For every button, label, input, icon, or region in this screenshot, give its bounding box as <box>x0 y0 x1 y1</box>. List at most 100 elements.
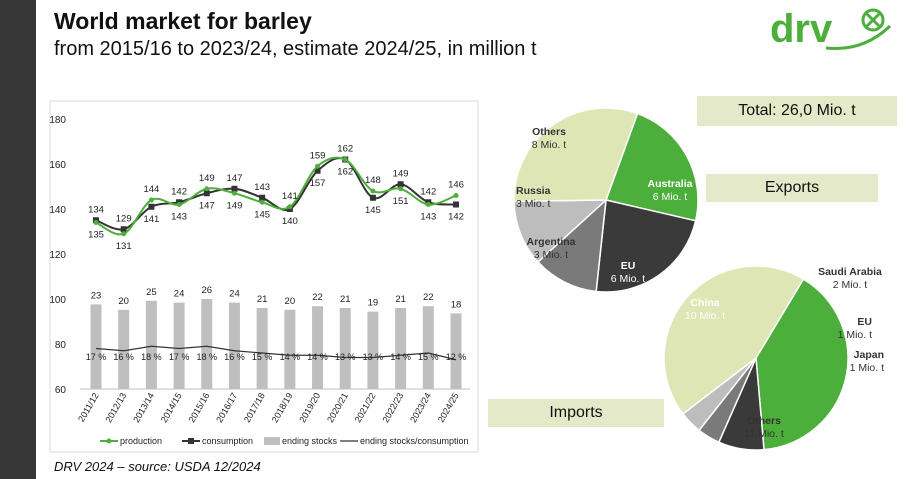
consumption-point <box>369 194 376 201</box>
production-point <box>342 157 348 162</box>
y-tick-label: 60 <box>55 385 67 396</box>
stock-bar <box>450 313 462 389</box>
stock-value-label: 20 <box>285 296 296 307</box>
exports-slice-value: 8 Mio. t <box>532 139 567 151</box>
imports-slice-name: EU <box>857 316 872 328</box>
ratio-line <box>95 345 457 361</box>
legend-marker-production <box>106 438 112 444</box>
ratio-value-label: 15 % <box>252 352 273 362</box>
lower-value-label: 142 <box>448 212 464 223</box>
legend-item: production <box>100 436 162 446</box>
exports-slice-eu <box>595 199 697 293</box>
exports-slice-name: Australia <box>648 178 693 190</box>
logo-text: drv <box>770 7 833 51</box>
exports-slice-value: 3 Mio. t <box>516 198 551 210</box>
lower-value-label: 149 <box>227 200 243 211</box>
ratio-value-label: 16 % <box>113 352 134 362</box>
production-point <box>231 190 237 196</box>
production-point <box>93 220 99 225</box>
ratio-value-label: 17 % <box>169 352 190 362</box>
lower-value-label: 157 <box>310 178 326 189</box>
y-tick-label: 180 <box>49 115 66 126</box>
stock-value-label: 22 <box>312 292 323 303</box>
y-tick-label: 140 <box>49 205 66 216</box>
stock-value-label: 21 <box>395 294 406 305</box>
upper-value-label: 134 <box>88 204 104 215</box>
upper-value-label: 148 <box>365 175 381 186</box>
imports-slice-china <box>755 278 849 451</box>
legend-label: ending stocks <box>282 436 338 446</box>
legend-swatch-stocks <box>264 437 280 445</box>
lower-value-label: 145 <box>365 205 381 216</box>
production-point <box>425 202 431 207</box>
legend-item: ending stocks/consumption <box>340 436 469 446</box>
imports-slice-name: Saudi Arabia <box>818 266 882 278</box>
legend-label: ending stocks/consumption <box>360 436 469 446</box>
lower-value-label: 140 <box>282 216 298 227</box>
stock-value-label: 25 <box>146 287 157 298</box>
consumption-point <box>453 201 459 208</box>
lower-value-label: 143 <box>171 212 187 223</box>
stock-bar <box>228 302 240 389</box>
consumption-point <box>148 203 155 210</box>
exports-slice-name: Russia <box>516 185 551 197</box>
lower-value-label: 143 <box>420 212 436 223</box>
production-point <box>453 193 459 198</box>
ratio-value-label: 16 % <box>224 352 245 362</box>
imports-title: Imports <box>488 399 664 427</box>
lower-value-label: 135 <box>88 230 104 241</box>
upper-value-label: 159 <box>310 150 326 161</box>
exports-slice-name: Argentina <box>526 236 575 248</box>
consumption-point <box>314 167 321 174</box>
legend-marker-consumption <box>188 438 194 444</box>
ratio-value-label: 18 % <box>141 352 162 362</box>
exports-slice-australia <box>605 112 699 222</box>
imports-slice-value: 2 Mio. t <box>833 279 868 291</box>
upper-value-label: 144 <box>143 184 159 195</box>
lower-value-label: 151 <box>393 196 409 207</box>
page-title: World market for barley <box>54 8 312 34</box>
upper-value-label: 146 <box>448 180 464 191</box>
ratio-value-label: 17 % <box>86 352 107 362</box>
imports-slice-label: EU1 Mio. t <box>838 316 873 341</box>
stock-value-label: 21 <box>340 294 351 305</box>
imports-slice-name: China <box>690 297 719 309</box>
lower-value-label: 162 <box>337 167 353 178</box>
ratio-value-label: 15 % <box>418 352 439 362</box>
imports-slice-value: 10 Mio. t <box>685 310 725 322</box>
exports-total-label: Total: 26,0 Mio. t <box>697 96 897 126</box>
exports-slice-value: 6 Mio. t <box>653 191 688 203</box>
consumption-point <box>397 181 404 188</box>
drv-logo: drv <box>770 7 892 51</box>
exports-slice-label: EU6 Mio. t <box>611 260 646 285</box>
stock-value-label: 18 <box>451 299 462 310</box>
exports-slice-name: EU <box>621 260 636 272</box>
legend-label: production <box>120 436 162 446</box>
legend-label: consumption <box>202 436 253 446</box>
production-point <box>121 231 127 237</box>
ratio-value-label: 12 % <box>446 352 467 362</box>
y-tick-label: 120 <box>49 250 66 261</box>
legend-item: ending stocks <box>264 436 338 446</box>
production-point <box>259 199 265 205</box>
exports-slice-others <box>513 107 639 202</box>
upper-value-label: 149 <box>199 173 215 184</box>
production-point <box>204 186 210 192</box>
imports-slice-others <box>663 265 805 415</box>
upper-value-label: 142 <box>420 186 436 197</box>
stock-value-label: 20 <box>118 296 129 307</box>
lower-value-label: 145 <box>254 209 270 220</box>
imports-slice-value: 11 Mio. t <box>744 428 784 440</box>
production-point <box>398 186 404 192</box>
stock-bar <box>284 309 296 389</box>
stock-bar <box>173 302 185 389</box>
stock-bar <box>367 311 379 389</box>
ratio-value-label: 18 % <box>197 352 218 362</box>
y-tick-label: 160 <box>49 160 66 171</box>
